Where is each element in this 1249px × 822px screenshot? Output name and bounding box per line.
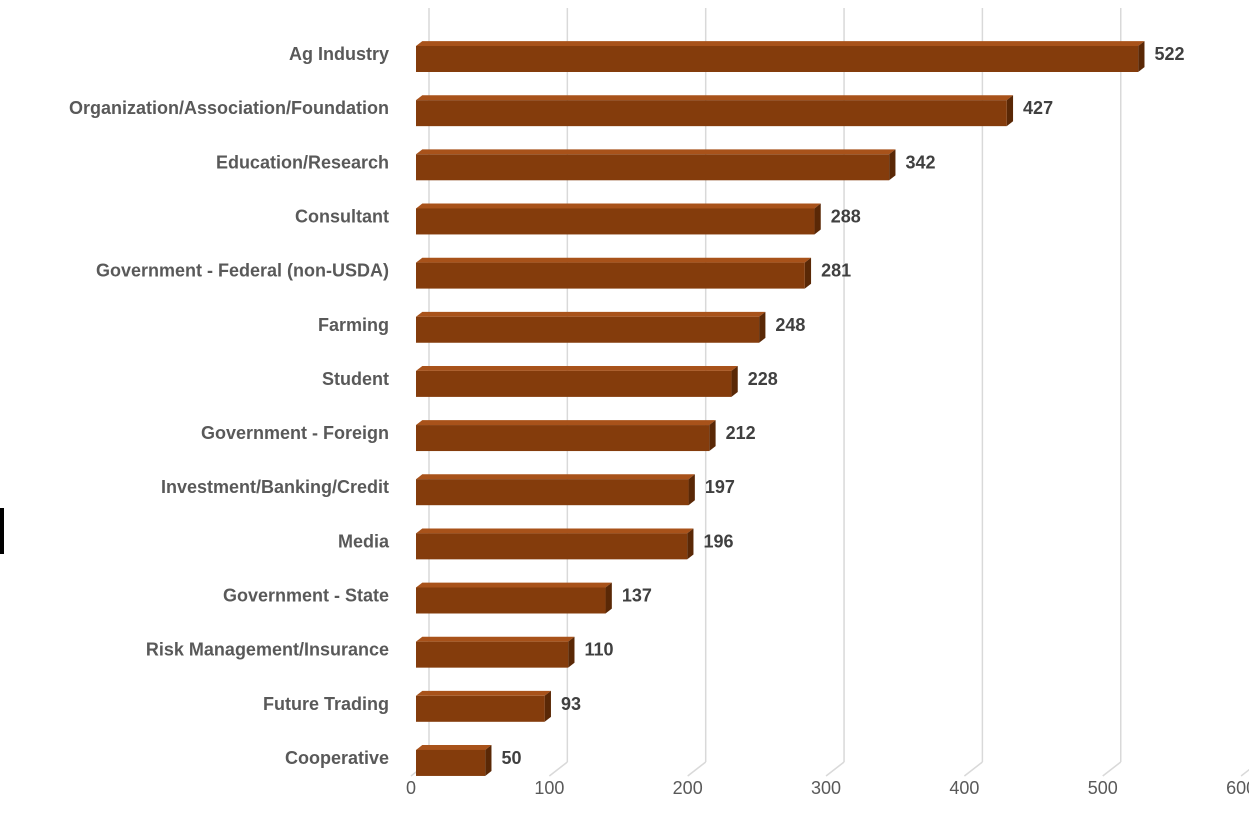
bar <box>416 370 732 397</box>
gridline-floor <box>963 761 983 777</box>
data-label: 50 <box>501 748 521 768</box>
bar-side-face <box>544 690 551 722</box>
category-labels: Ag Industry Organization/Association/Foun… <box>69 44 390 768</box>
category-label: Media <box>338 531 390 551</box>
bar <box>416 533 688 560</box>
bar-side-face <box>709 420 716 452</box>
gridline-floor <box>1102 761 1122 777</box>
gridline-floor <box>548 761 568 777</box>
bar-top-face <box>416 95 1014 101</box>
bar-side-face <box>814 203 821 235</box>
bar-side-face <box>1006 95 1014 127</box>
bar <box>416 695 545 722</box>
gridline-floor <box>825 761 845 777</box>
category-label: Future Trading <box>263 694 389 714</box>
category-label: Risk Management/Insurance <box>146 640 389 660</box>
bar-top-face <box>416 41 1145 46</box>
bar <box>416 100 1007 127</box>
data-label: 212 <box>726 423 756 443</box>
bar <box>416 641 569 668</box>
bar-top-face <box>416 636 575 642</box>
category-label: Consultant <box>295 206 389 226</box>
bar-top-face <box>416 474 695 480</box>
bar <box>416 316 760 343</box>
bar <box>416 479 689 506</box>
bar-side-face <box>568 636 575 668</box>
x-tick-label: 100 <box>534 778 564 798</box>
bar-side-face <box>605 582 612 614</box>
category-label: Education/Research <box>216 152 389 172</box>
data-label: 281 <box>821 261 851 281</box>
data-label: 288 <box>831 206 861 226</box>
category-label: Ag Industry <box>289 44 389 64</box>
bar-side-face <box>687 528 694 560</box>
value-labels: 522 427 342 288 281 248 228 212 197 196 137 110 93 50 <box>501 44 1184 768</box>
x-tick-label: 500 <box>1088 778 1118 798</box>
data-label: 110 <box>584 640 613 660</box>
bar-top-face <box>416 366 738 371</box>
bar <box>416 154 890 181</box>
category-label: Student <box>322 369 389 389</box>
data-label: 228 <box>748 369 778 389</box>
category-label: Government - Federal (non-USDA) <box>96 261 389 281</box>
bar <box>416 262 805 289</box>
bar <box>416 587 606 614</box>
x-axis-ticks: 0 100 200 300 400 500 600 <box>406 778 1249 798</box>
left-edge-marker <box>0 508 4 554</box>
bar-top-face <box>416 745 492 750</box>
data-label: 522 <box>1154 44 1184 64</box>
bars <box>416 41 1145 776</box>
data-label: 197 <box>705 477 735 497</box>
bar <box>416 425 710 452</box>
category-label: Government - State <box>223 586 389 606</box>
x-tick-label: 300 <box>811 778 841 798</box>
bar-side-face <box>731 366 738 397</box>
category-label: Farming <box>318 315 389 335</box>
bar-side-face <box>1138 41 1145 72</box>
category-label: Organization/Association/Foundation <box>69 98 389 118</box>
bar-top-face <box>416 203 821 209</box>
gridline-floor <box>687 761 707 777</box>
bar-top-face <box>416 420 716 426</box>
x-tick-label: 200 <box>673 778 703 798</box>
bar-top-face <box>416 149 896 155</box>
category-label: Investment/Banking/Credit <box>161 477 389 497</box>
data-label: 137 <box>622 586 652 606</box>
bar-top-face <box>416 311 766 317</box>
bar-top-face <box>416 582 612 588</box>
bar-side-face <box>889 149 896 181</box>
gridline-floor <box>1240 768 1249 777</box>
category-label: Government - Foreign <box>201 423 389 443</box>
category-label: Cooperative <box>285 748 389 768</box>
x-tick-label: 400 <box>949 778 979 798</box>
bar <box>416 749 486 776</box>
data-label: 342 <box>905 152 935 172</box>
gridlines <box>410 8 1249 777</box>
bar-top-face <box>416 528 694 534</box>
data-label: 248 <box>775 315 805 335</box>
bar <box>416 208 815 235</box>
bar-side-face <box>759 311 766 343</box>
bar-side-face <box>804 257 812 289</box>
bar-side-face <box>485 745 492 776</box>
x-tick-label: 0 <box>406 778 416 798</box>
bar-side-face <box>688 474 695 506</box>
data-label: 93 <box>561 694 581 714</box>
bar-top-face <box>416 690 551 696</box>
data-label: 196 <box>703 531 733 551</box>
bar-top-face <box>416 257 812 263</box>
data-label: 427 <box>1023 98 1053 118</box>
bar <box>416 46 1139 72</box>
x-tick-label: 600 <box>1226 778 1249 798</box>
